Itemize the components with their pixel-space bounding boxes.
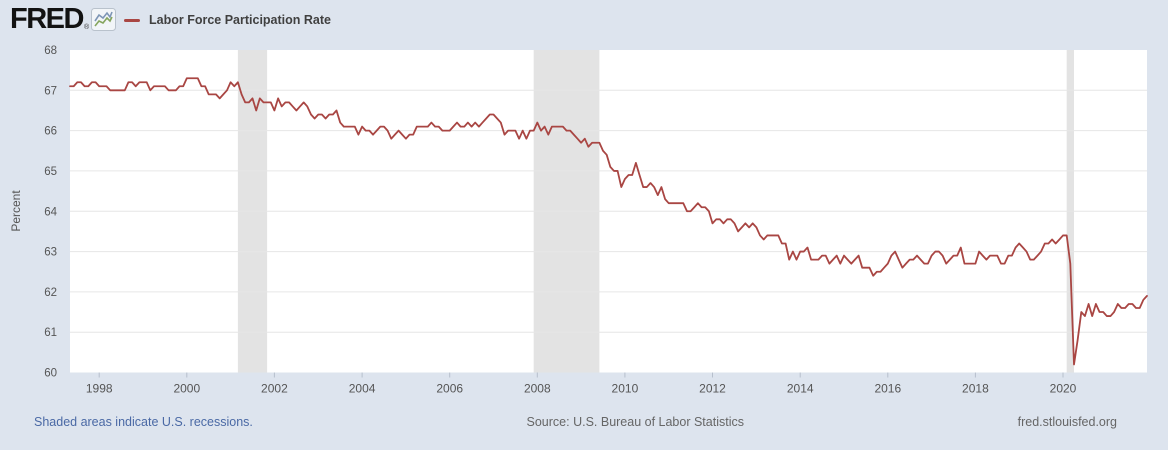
fred-site-link[interactable]: fred.stlouisfed.org [1017,415,1117,429]
y-axis-title: Percent [9,190,23,232]
fred-logo[interactable]: FRED ® [10,3,117,35]
x-tick-label: 2002 [261,382,288,396]
x-tick-label: 2020 [1050,382,1077,396]
y-tick-label: 60 [44,368,57,380]
y-tick-label: 66 [44,126,57,138]
y-tick-label: 68 [44,45,57,57]
y-tick-label: 65 [44,166,57,178]
x-tick-label: 2016 [874,382,901,396]
registered-mark: ® [83,24,90,31]
legend-line-swatch [124,18,140,22]
x-tick-label: 2000 [173,382,200,396]
y-tick-label: 61 [44,327,57,339]
y-tick-label: 64 [44,206,57,218]
y-tick-label: 67 [44,85,57,97]
x-tick-label: 1998 [86,382,113,396]
x-tick-label: 2018 [962,382,989,396]
x-tick-label: 2004 [349,382,376,396]
series-line [69,77,1148,366]
series-legend: Labor Force Participation Rate [124,0,331,40]
chart-header: FRED ® Labor Force Participation Rate [0,0,1168,40]
y-tick-label: 63 [44,247,57,259]
x-tick-label: 2012 [699,382,726,396]
sparkline-chart-icon [91,7,117,31]
x-tick-label: 2010 [612,382,639,396]
y-tick-label: 62 [44,287,57,299]
x-tick-label: 2014 [787,382,814,396]
chart-footer: Shaded areas indicate U.S. recessions. S… [34,412,1117,432]
x-tick-label: 2008 [524,382,551,396]
fred-logo-text: FRED [10,3,84,35]
recessions-note-link[interactable]: Shaded areas indicate U.S. recessions. [34,415,253,429]
legend-series-label: Labor Force Participation Rate [149,13,331,27]
x-tick-label: 2006 [436,382,463,396]
source-text: Source: U.S. Bureau of Labor Statistics [526,415,744,429]
